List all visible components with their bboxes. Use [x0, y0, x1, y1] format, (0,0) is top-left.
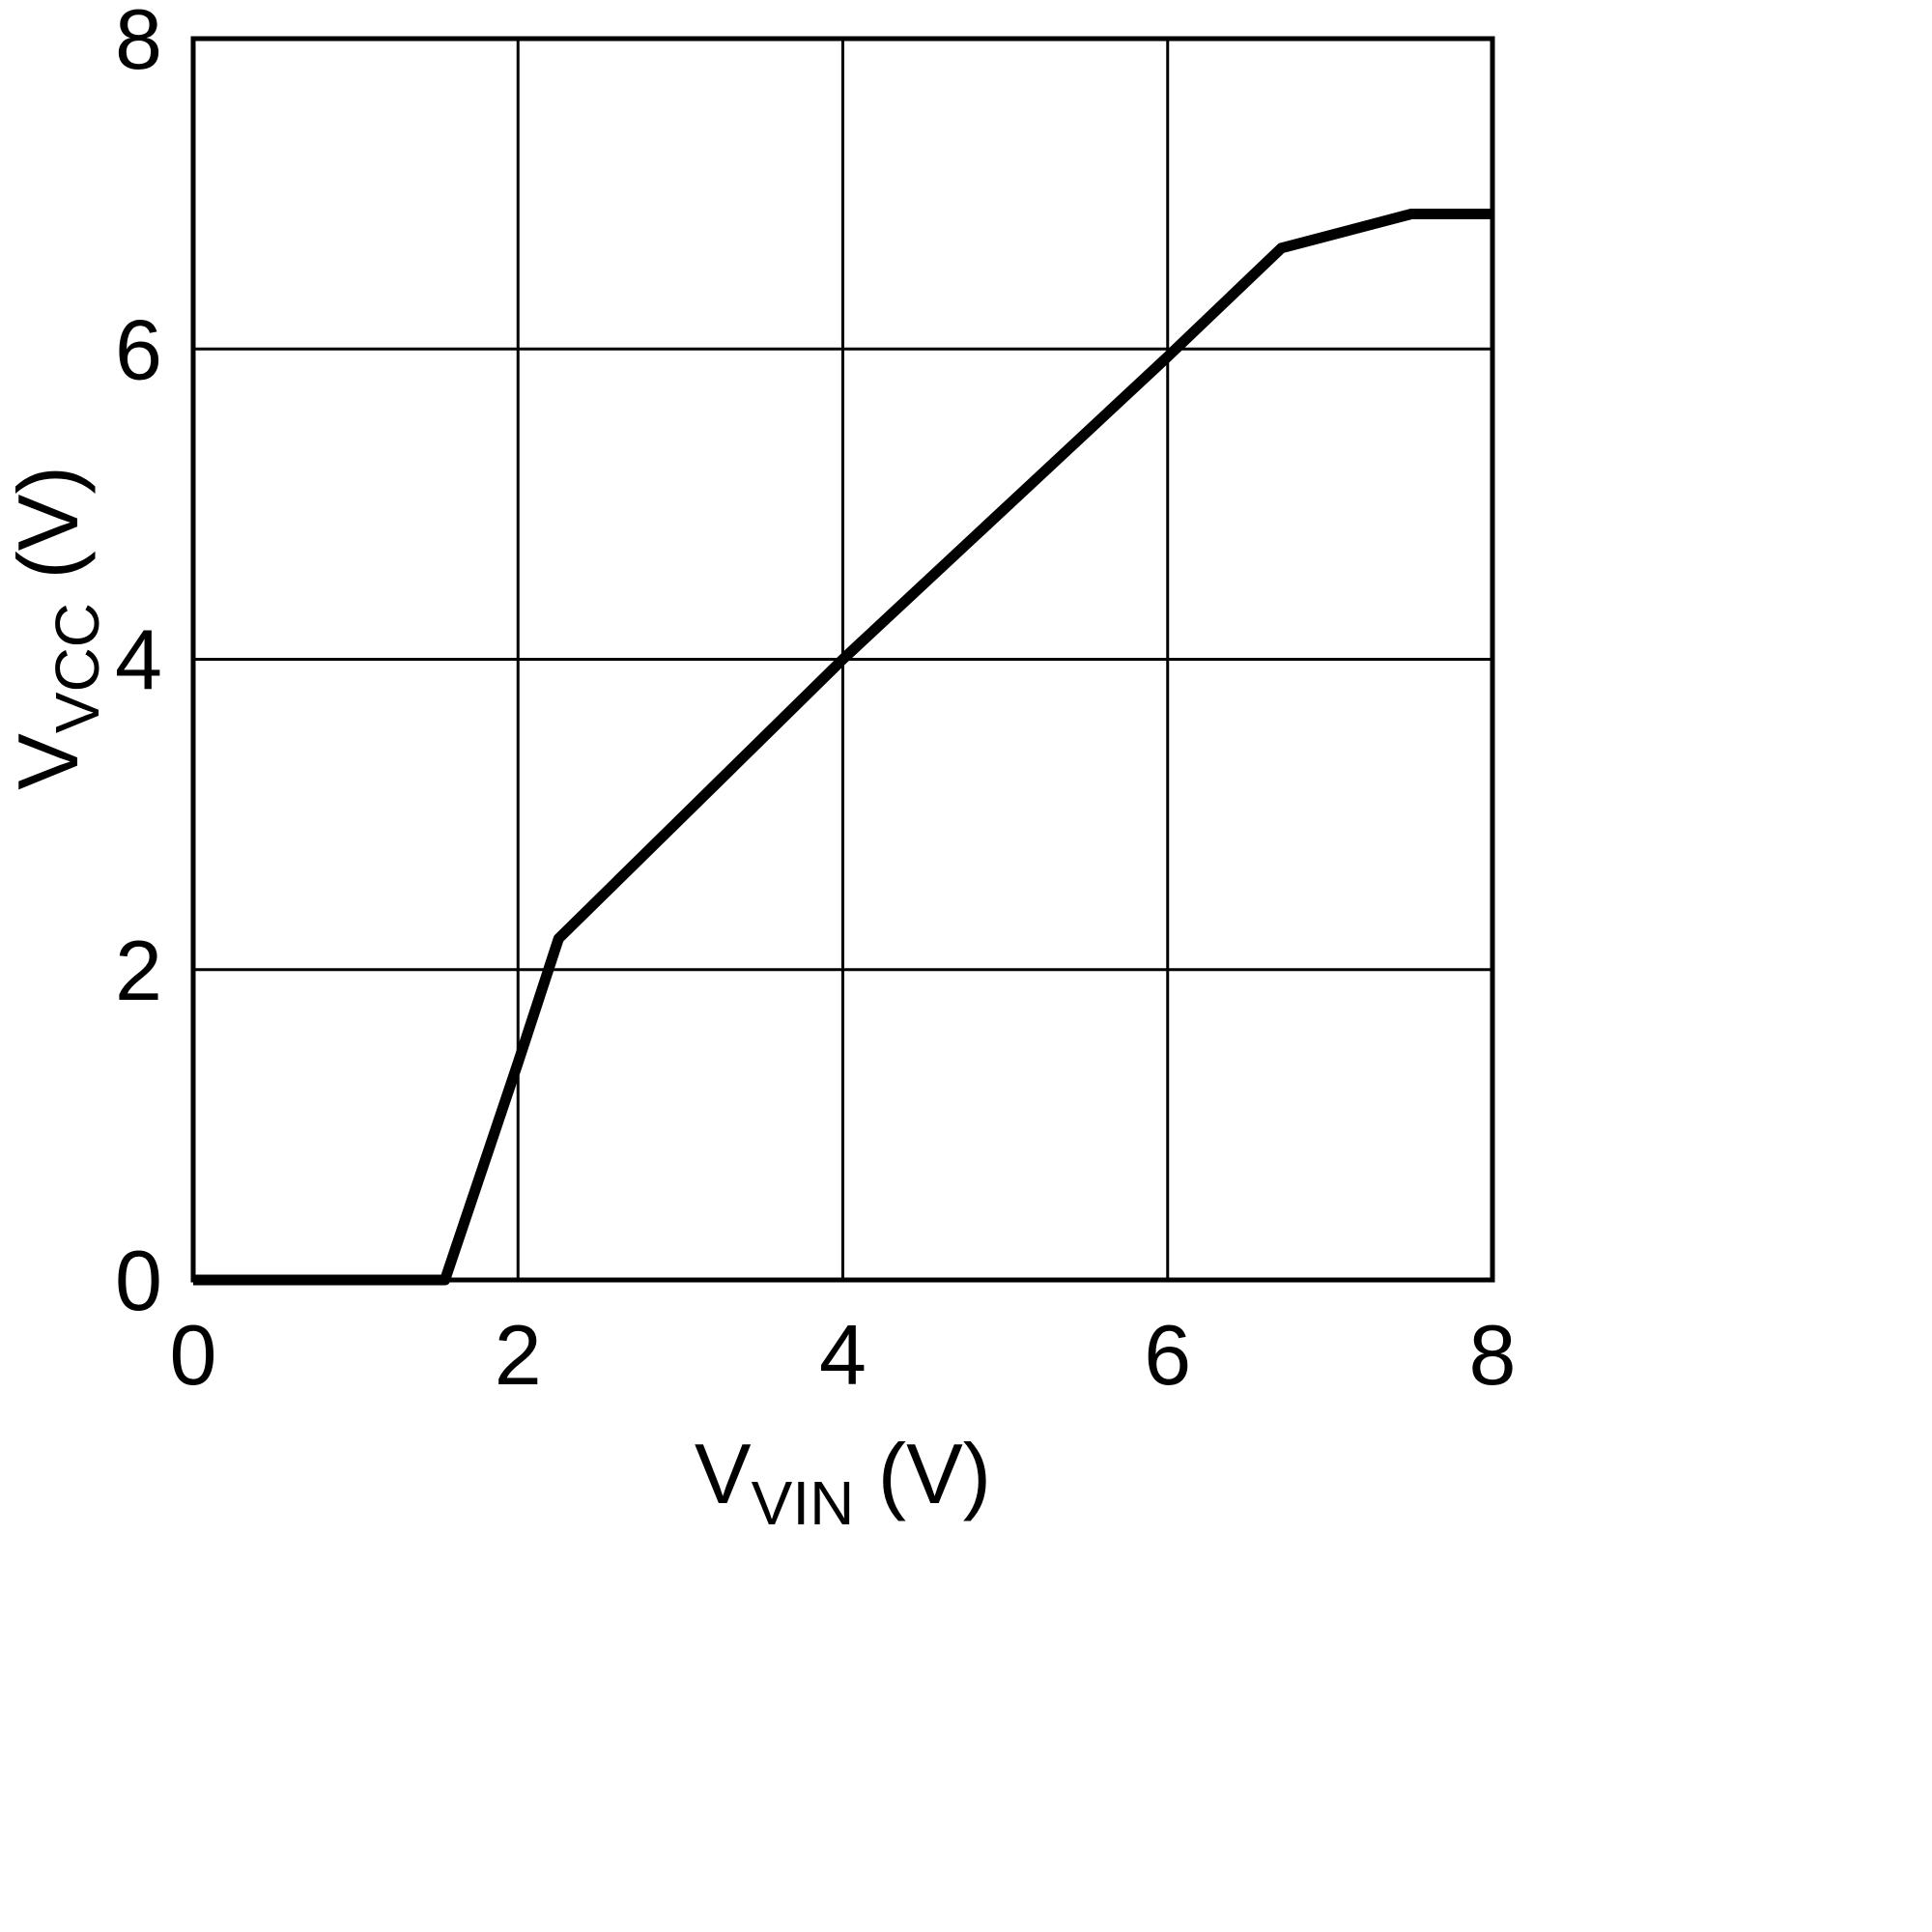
series-line — [193, 209, 1492, 1286]
y-axis-title-units: (V) — [0, 466, 96, 603]
y-tick-label: 2 — [115, 923, 162, 1018]
x-tick-label: 8 — [1469, 1307, 1517, 1403]
y-axis-title-main: V — [0, 733, 96, 790]
x-axis-title-main: V — [694, 1426, 752, 1521]
x-tick-label: 6 — [1144, 1307, 1191, 1403]
y-tick-label: 4 — [115, 612, 162, 708]
x-tick-label: 0 — [170, 1307, 217, 1403]
x-axis-title: VVIN (V) — [193, 1425, 1492, 1539]
x-tick-label: 4 — [819, 1307, 867, 1403]
x-tick-label: 2 — [495, 1307, 542, 1403]
y-tick-label: 8 — [115, 0, 162, 87]
y-axis-title-subscript: VCC — [43, 602, 112, 734]
y-tick-label: 0 — [115, 1233, 162, 1328]
x-axis-title-subscript: VIN — [751, 1468, 855, 1538]
plot-border — [190, 36, 1495, 1283]
y-axis-title: VVCC (V) — [0, 466, 113, 790]
y-tick-label: 6 — [115, 301, 162, 397]
x-axis-title-units: (V) — [854, 1426, 992, 1521]
